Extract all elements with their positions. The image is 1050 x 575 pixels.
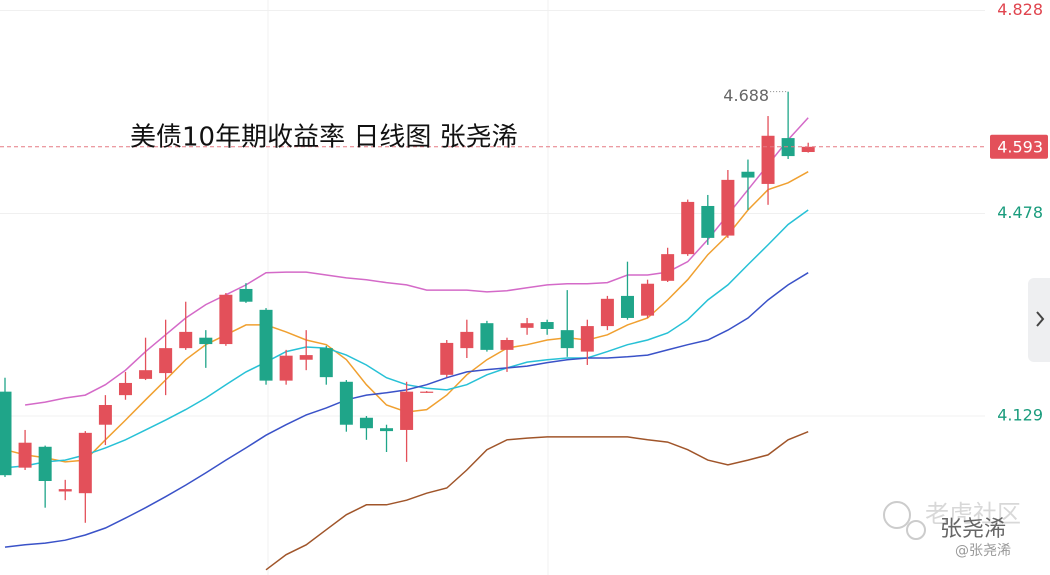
candle-body: [641, 283, 655, 316]
candle-body: [801, 146, 815, 153]
last-price-label: 4.593: [997, 137, 1043, 156]
indicator-lines: [4, 117, 809, 571]
grid: 4.828 4.478 4.129: [0, 0, 1043, 425]
candle-body: [460, 331, 474, 349]
candle-body: [701, 205, 715, 238]
candle-body: [139, 370, 153, 379]
candle-body: [440, 342, 454, 375]
candle-body: [199, 337, 213, 345]
candle-body: [0, 391, 12, 476]
watermark-author: 张尧浠: [940, 517, 1006, 542]
candle-body: [560, 330, 574, 349]
candle-body: [38, 446, 52, 482]
watermark-icon: [883, 501, 911, 529]
watermark-brand: 老虎社区: [925, 500, 1021, 528]
candle-body: [400, 391, 414, 430]
candle-body: [239, 288, 253, 302]
candle-body: [279, 355, 293, 381]
candle-body: [661, 254, 675, 281]
candle-body: [118, 382, 132, 396]
candle-body: [179, 331, 193, 349]
indicator-line: [265, 431, 809, 571]
indicator-line: [24, 117, 809, 406]
candle-body: [159, 348, 173, 374]
candle-body: [681, 201, 695, 255]
candle-body: [319, 348, 333, 378]
candle-body: [380, 428, 394, 432]
candle-body: [78, 432, 92, 494]
chart-title: 美债10年期收益率 日线图 张尧浠: [130, 123, 518, 153]
candle-body: [761, 135, 775, 184]
watermark: 老虎社区 张尧浠 @张尧浠: [883, 500, 1021, 559]
candle-body: [500, 340, 514, 350]
candle-body: [18, 442, 32, 468]
candle-body: [600, 298, 614, 327]
candles: [0, 91, 815, 523]
scroll-button-bg[interactable]: [1028, 278, 1050, 362]
watermark-handle: @张尧浠: [955, 543, 1011, 559]
candle-body: [299, 355, 313, 360]
candle-body: [359, 417, 373, 429]
candle-body: [58, 489, 72, 492]
candle-body: [580, 326, 594, 352]
candle-body: [219, 294, 233, 345]
candle-body: [98, 404, 112, 425]
y-tick-label: 4.129: [997, 406, 1043, 425]
candle-body: [420, 391, 434, 393]
candle-body: [339, 381, 353, 425]
watermark-icon: [906, 520, 926, 540]
overlay: 4.593 4.688: [0, 86, 1048, 159]
candle-body: [520, 323, 534, 328]
high-label: 4.688: [723, 86, 769, 105]
candle-body: [781, 138, 795, 157]
candle-body: [721, 179, 735, 236]
y-tick-label: 4.478: [997, 203, 1043, 222]
candle-body: [741, 171, 755, 178]
candle-body: [259, 309, 273, 381]
scroll-chevron[interactable]: [1036, 311, 1045, 327]
scroll-button[interactable]: [1028, 278, 1050, 362]
candle-body: [540, 322, 554, 329]
last-price-box: [990, 134, 1048, 159]
candle-body: [480, 323, 494, 350]
candle-body: [620, 295, 634, 318]
y-tick-label: 4.828: [997, 0, 1043, 19]
